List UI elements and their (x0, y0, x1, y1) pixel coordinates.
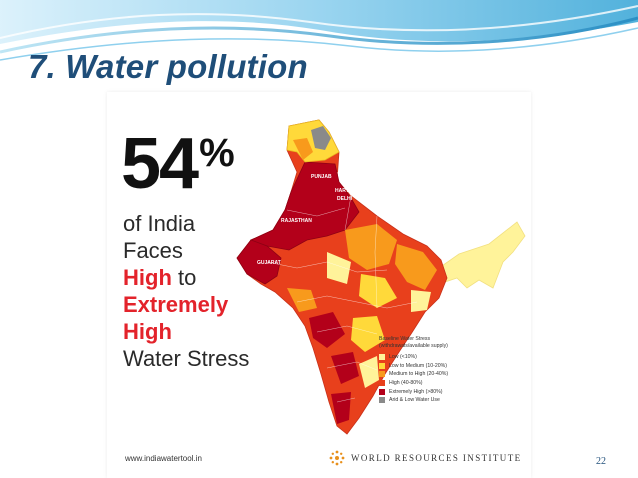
map-region-south-3 (331, 352, 359, 384)
map-region-central-1 (345, 224, 397, 270)
legend-item: Medium to High (20-40%) (379, 370, 509, 379)
stat-headline: of India Faces High to Extremely High Wa… (123, 210, 249, 372)
legend-swatch (379, 388, 385, 395)
headline-line-3: High to (123, 264, 249, 291)
map-region-south-5 (331, 392, 351, 424)
map-region-gujarat (236, 239, 282, 285)
legend-item: High (40-80%) (379, 379, 509, 388)
map-region-northeast (438, 221, 526, 289)
legend-swatch (379, 380, 385, 387)
map-region-arid (311, 126, 331, 150)
stat-number: 54 (121, 124, 199, 204)
map-region-northwest (249, 161, 360, 251)
legend-label: High (40-80%) (389, 380, 423, 387)
slide-title: 7. Water pollution (28, 48, 308, 85)
legend-label: Arid & Low Water Use (389, 397, 440, 404)
legend-swatch (379, 354, 385, 361)
legend-item: Low (<10%) (379, 353, 509, 362)
wri-name: WORLD RESOURCES INSTITUTE (351, 453, 522, 463)
header-wave-decoration (0, 0, 638, 61)
map-region-central-2 (395, 244, 437, 290)
map-region-central-4 (327, 252, 351, 284)
legend-title: Baseline Water Stress (withdrawals/avail… (379, 336, 509, 349)
wri-branding: WORLD RESOURCES INSTITUTE (329, 450, 522, 466)
wri-logo-icon (329, 450, 345, 466)
headline-line-6: Water Stress (123, 346, 250, 371)
india-water-stress-map: PUNJAB HARYANA DELHI RAJASTHAN GUJARAT (236, 119, 526, 435)
map-label-haryana: HARYANA (335, 188, 360, 194)
map-region-south-4 (359, 356, 379, 388)
headline-highlight-high: High (123, 265, 172, 290)
legend-label: Low to Medium (10-20%) (389, 362, 447, 369)
page-number: 22 (596, 456, 606, 467)
legend-label: Extremely High (>80%) (389, 388, 443, 395)
stat-suffix: % (199, 131, 235, 175)
map-label-delhi: DELHI (337, 196, 353, 202)
legend-item: Arid & Low Water Use (379, 396, 509, 405)
legend-title-line-1: Baseline Water Stress (379, 336, 431, 342)
legend-label: Medium to High (20-40%) (389, 371, 449, 378)
legend-swatch (379, 397, 385, 404)
headline-to: to (171, 265, 197, 290)
legend-swatch (379, 362, 385, 369)
legend-item: Extremely High (>80%) (379, 387, 509, 396)
legend-swatch (379, 371, 385, 378)
stat-percentage: 54% (121, 128, 235, 200)
water-stress-infographic: 54% of India Faces High to Extremely Hig… (107, 92, 531, 478)
headline-line-4: Extremely (123, 292, 229, 317)
headline-line-1: of India (123, 211, 196, 236)
legend-title-line-2: (withdrawals/available supply) (379, 342, 448, 349)
map-legend: Baseline Water Stress (withdrawals/avail… (379, 336, 509, 405)
legend-item: Low to Medium (10-20%) (379, 362, 509, 371)
map-region-central-5 (287, 288, 317, 312)
map-region-himalaya (293, 138, 313, 160)
headline-line-2: Faces (123, 238, 183, 263)
headline-line-5: High (123, 319, 172, 344)
map-label-gujarat: GUJARAT (257, 260, 281, 266)
map-label-punjab: PUNJAB (311, 174, 332, 180)
map-region-central-3 (359, 274, 397, 308)
map-label-rajasthan: RAJASTHAN (281, 218, 312, 224)
legend-label: Low (<10%) (389, 354, 417, 361)
map-region-east (411, 290, 431, 312)
source-url: www.indiawatertool.in (125, 454, 202, 463)
map-region-south-2 (351, 316, 385, 352)
